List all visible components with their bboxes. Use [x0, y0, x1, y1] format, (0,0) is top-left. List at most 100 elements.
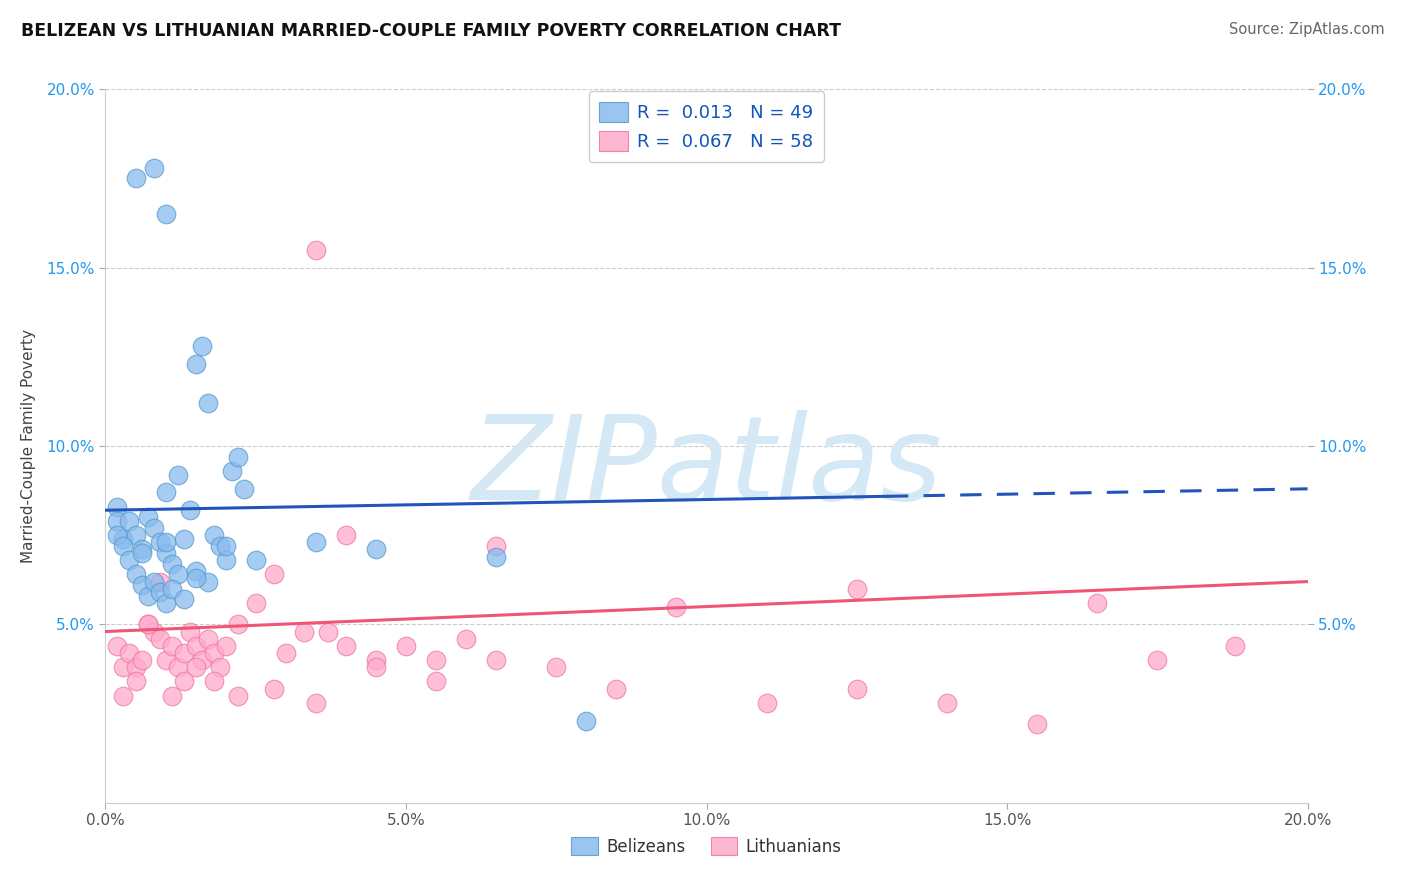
Point — [605, 681, 627, 696]
Point — [1146, 653, 1168, 667]
Point — [202, 528, 225, 542]
Point — [179, 503, 201, 517]
Point — [197, 632, 219, 646]
Point — [148, 574, 170, 589]
Point — [190, 653, 212, 667]
Point — [214, 639, 236, 653]
Point — [305, 243, 328, 257]
Point — [160, 689, 183, 703]
Point — [485, 539, 508, 553]
Point — [214, 539, 236, 553]
Point — [197, 396, 219, 410]
Point — [166, 660, 188, 674]
Point — [245, 596, 267, 610]
Point — [107, 639, 129, 653]
Point — [263, 567, 285, 582]
Point — [131, 546, 153, 560]
Point — [160, 639, 183, 653]
Point — [197, 574, 219, 589]
Point — [263, 681, 285, 696]
Point — [107, 514, 129, 528]
Point — [184, 660, 207, 674]
Text: BELIZEAN VS LITHUANIAN MARRIED-COUPLE FAMILY POVERTY CORRELATION CHART: BELIZEAN VS LITHUANIAN MARRIED-COUPLE FA… — [21, 22, 841, 40]
Text: Source: ZipAtlas.com: Source: ZipAtlas.com — [1229, 22, 1385, 37]
Point — [131, 578, 153, 592]
Point — [936, 696, 959, 710]
Point — [118, 646, 141, 660]
Point — [226, 450, 249, 464]
Point — [425, 653, 447, 667]
Point — [335, 639, 357, 653]
Point — [214, 553, 236, 567]
Point — [131, 542, 153, 557]
Point — [1085, 596, 1108, 610]
Point — [118, 514, 141, 528]
Point — [160, 557, 183, 571]
Point — [142, 624, 165, 639]
Point — [112, 532, 135, 546]
Point — [173, 592, 195, 607]
Point — [155, 207, 177, 221]
Point — [226, 617, 249, 632]
Point — [124, 171, 146, 186]
Point — [112, 689, 135, 703]
Point — [166, 567, 188, 582]
Point — [112, 660, 135, 674]
Point — [107, 500, 129, 514]
Point — [155, 535, 177, 549]
Point — [136, 589, 159, 603]
Point — [316, 624, 339, 639]
Point — [155, 596, 177, 610]
Point — [221, 464, 243, 478]
Point — [184, 571, 207, 585]
Point — [245, 553, 267, 567]
Point — [142, 521, 165, 535]
Point — [160, 582, 183, 596]
Point — [454, 632, 477, 646]
Point — [232, 482, 254, 496]
Point — [136, 617, 159, 632]
Point — [142, 574, 165, 589]
Point — [173, 646, 195, 660]
Point — [173, 674, 195, 689]
Legend: Belizeans, Lithuanians: Belizeans, Lithuanians — [565, 830, 848, 863]
Point — [305, 535, 328, 549]
Point — [148, 632, 170, 646]
Point — [124, 674, 146, 689]
Point — [485, 653, 508, 667]
Point — [124, 567, 146, 582]
Point — [124, 660, 146, 674]
Point — [142, 161, 165, 175]
Point — [184, 564, 207, 578]
Text: ZIPatlas: ZIPatlas — [471, 410, 942, 524]
Point — [136, 510, 159, 524]
Point — [335, 528, 357, 542]
Point — [425, 674, 447, 689]
Point — [1026, 717, 1049, 731]
Point — [364, 653, 387, 667]
Point — [184, 639, 207, 653]
Point — [202, 674, 225, 689]
Point — [755, 696, 778, 710]
Point — [364, 542, 387, 557]
Point — [364, 660, 387, 674]
Point — [155, 653, 177, 667]
Point — [395, 639, 418, 653]
Point — [546, 660, 568, 674]
Point — [107, 528, 129, 542]
Point — [131, 653, 153, 667]
Point — [148, 585, 170, 599]
Point — [845, 681, 868, 696]
Point — [190, 339, 212, 353]
Point — [155, 546, 177, 560]
Point — [136, 617, 159, 632]
Point — [575, 714, 598, 728]
Point — [179, 624, 201, 639]
Point — [1225, 639, 1247, 653]
Point — [208, 660, 231, 674]
Point — [226, 689, 249, 703]
Point — [155, 485, 177, 500]
Point — [292, 624, 315, 639]
Point — [118, 553, 141, 567]
Y-axis label: Married-Couple Family Poverty: Married-Couple Family Poverty — [21, 329, 35, 563]
